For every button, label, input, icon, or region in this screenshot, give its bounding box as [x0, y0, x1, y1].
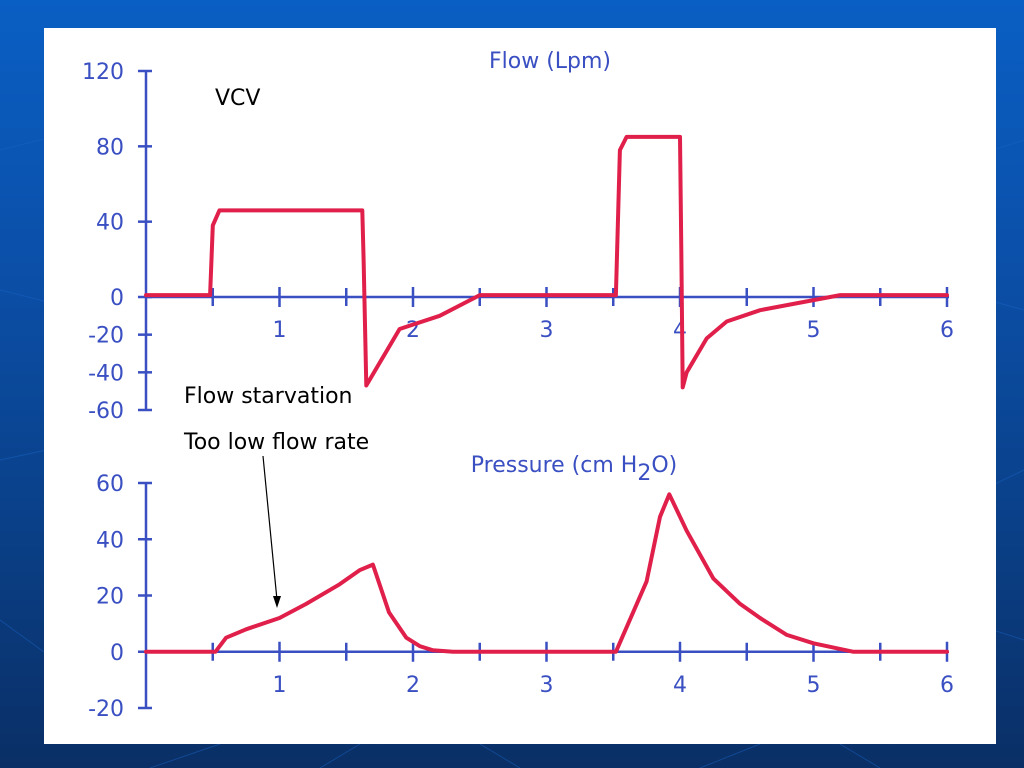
flow-y-tick-label: 120 [82, 60, 124, 85]
pressure-x-tick-label: 1 [273, 673, 287, 698]
pressure-title-prefix: Pressure (cm H [471, 453, 638, 478]
pressure-x-tick-label: 3 [540, 673, 554, 698]
pressure-x-tick-label: 6 [940, 673, 954, 698]
pressure-y-tick-label: 0 [110, 641, 124, 666]
flow-y-tick-label: 0 [110, 286, 124, 311]
flow-x-tick-label: 6 [940, 318, 954, 343]
flow-y-tick-label: -60 [88, 399, 124, 424]
pressure-y-tick-label: 60 [96, 472, 124, 497]
chart-panel: Flow (Lpm) 120 80 40 0 -20 -40 -60 1 2 3 4 5 6 Press… [44, 28, 996, 744]
flow-starvation-label: Flow starvation [184, 384, 353, 409]
pressure-y-tick-label: -20 [88, 697, 124, 722]
pressure-title-sub: 2 [637, 461, 651, 486]
flow-x-tick-label: 3 [540, 318, 554, 343]
flow-series-line [144, 134, 949, 390]
flow-y-tick-label: -40 [88, 361, 124, 386]
pressure-y-tick-label: 40 [96, 528, 124, 553]
flow-y-tick-label: 80 [96, 135, 124, 160]
flow-x-tick-label: 5 [807, 318, 821, 343]
pressure-title-suffix: O) [651, 453, 677, 478]
pressure-x-tick-label: 5 [807, 673, 821, 698]
mode-label: VCV [215, 86, 261, 111]
flow-y-tick-label: 40 [96, 211, 124, 236]
annotation-arrowhead [273, 596, 281, 608]
low-flow-rate-label: Too low flow rate [184, 430, 370, 455]
flow-y-tick-label: -20 [88, 324, 124, 349]
pressure-x-tick-label: 2 [406, 673, 420, 698]
pressure-x-tick-label: 4 [673, 673, 687, 698]
pressure-series-line [144, 492, 949, 654]
flow-x-tick-label: 4 [673, 318, 687, 343]
flow-chart-title: Flow (Lpm) [489, 49, 611, 74]
annotation-arrow [262, 455, 278, 601]
pressure-chart-title: Pressure (cm H2O) [471, 453, 678, 486]
flow-x-tick-label: 1 [273, 318, 287, 343]
pressure-y-tick-label: 20 [96, 585, 124, 610]
